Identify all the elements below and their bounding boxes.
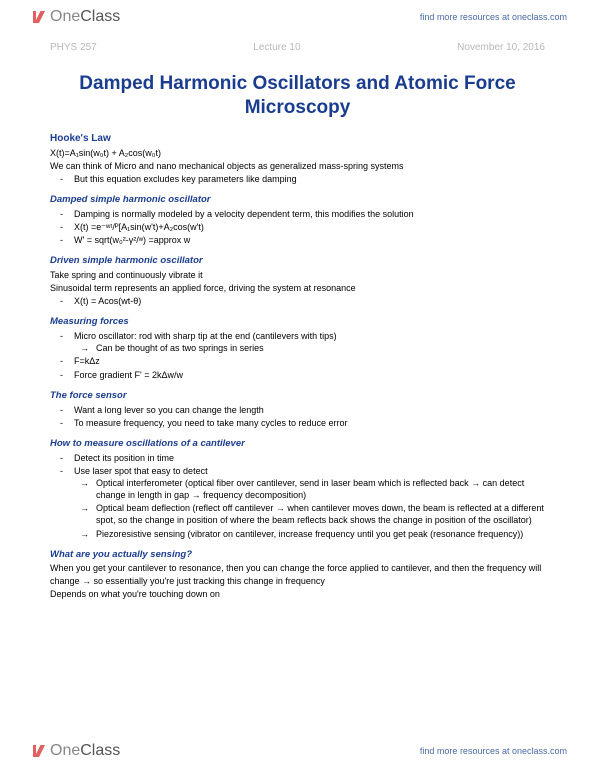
driven-line1: Take spring and continuously vibrate it: [50, 269, 555, 281]
brand-one-footer: One: [50, 742, 80, 759]
meta-lecture: Lecture 10: [253, 42, 300, 53]
sensing-line2: Depends on what you're touching down on: [50, 588, 555, 600]
measuring-b3: Force gradient F' = 2kΔw/w: [74, 369, 555, 381]
section-measuring-head: Measuring forces: [50, 316, 555, 329]
howto-a2: Optical beam deflection (reflect off can…: [96, 502, 555, 526]
hooke-bullets: But this equation excludes key parameter…: [50, 173, 555, 185]
measuring-sub: Can be thought of as two springs in seri…: [74, 342, 555, 354]
damped-b3: W' = sqrt(w₀²-γ²/ʷ) =approx w: [74, 234, 555, 246]
driven-line2: Sinusoidal term represents an applied fo…: [50, 282, 555, 294]
meta-date: November 10, 2016: [457, 42, 545, 53]
brand-logo-header: OneClass: [30, 8, 120, 26]
howto-b2: Use laser spot that easy to detect Optic…: [74, 465, 555, 540]
section-sensing-head: What are you actually sensing?: [50, 549, 555, 562]
measuring-b1: Micro oscillator: rod with sharp tip at …: [74, 330, 555, 354]
sensing-line1: When you get your cantilever to resonanc…: [50, 562, 555, 586]
header-resources-link[interactable]: find more resources at oneclass.com: [420, 12, 567, 22]
section-hooke-head: Hooke's Law: [50, 132, 555, 146]
sensor-b2: To measure frequency, you need to take m…: [74, 417, 555, 429]
hooke-line1: We can think of Micro and nano mechanica…: [50, 160, 555, 172]
hooke-equation: X(t)=A₁sin(w₀t) + A₂cos(w₀t): [50, 147, 555, 159]
sensor-bullets: Want a long lever so you can change the …: [50, 404, 555, 429]
meta-course: PHYS 257: [50, 42, 97, 53]
howto-sub: Optical interferometer (optical fiber ov…: [74, 477, 555, 540]
brand-one: One: [50, 8, 80, 25]
damped-b1: Damping is normally modeled by a velocit…: [74, 208, 555, 220]
brand-icon: [30, 8, 48, 26]
brand-class-footer: Class: [80, 742, 120, 759]
howto-b1: Detect its position in time: [74, 452, 555, 464]
brand-text: OneClass: [50, 8, 120, 26]
sensor-b1: Want a long lever so you can change the …: [74, 404, 555, 416]
measuring-b1a: Can be thought of as two springs in seri…: [96, 342, 555, 354]
footer-resources-link[interactable]: find more resources at oneclass.com: [420, 746, 567, 756]
howto-bullets: Detect its position in time Use laser sp…: [50, 452, 555, 540]
measuring-b2: F=kΔz: [74, 355, 555, 367]
damped-bullets: Damping is normally modeled by a velocit…: [50, 208, 555, 246]
driven-bullets: X(t) = Acos(wt-θ): [50, 295, 555, 307]
document-body: Hooke's Law X(t)=A₁sin(w₀t) + A₂cos(w₀t)…: [50, 132, 555, 601]
damped-b2: X(t) =e⁻ʷᵗ/ᴾ[A₁sin(w't)+A₂cos(w't): [74, 221, 555, 233]
brand-logo-footer: OneClass: [30, 742, 120, 760]
driven-b1: X(t) = Acos(wt-θ): [74, 295, 555, 307]
section-damped-head: Damped simple harmonic oscillator: [50, 194, 555, 207]
section-sensor-head: The force sensor: [50, 390, 555, 403]
brand-text-footer: OneClass: [50, 742, 120, 760]
measuring-bullets: Micro oscillator: rod with sharp tip at …: [50, 330, 555, 381]
section-howto-head: How to measure oscillations of a cantile…: [50, 438, 555, 451]
brand-class: Class: [80, 8, 120, 25]
section-driven-head: Driven simple harmonic oscillator: [50, 255, 555, 268]
page-title: Damped Harmonic Oscillators and Atomic F…: [0, 72, 595, 120]
meta-row: PHYS 257 Lecture 10 November 10, 2016: [50, 42, 545, 53]
brand-icon-footer: [30, 742, 48, 760]
howto-a3: Piezoresistive sensing (vibrator on cant…: [96, 528, 555, 540]
howto-a1: Optical interferometer (optical fiber ov…: [96, 477, 555, 501]
hooke-bullet-1: But this equation excludes key parameter…: [74, 173, 555, 185]
